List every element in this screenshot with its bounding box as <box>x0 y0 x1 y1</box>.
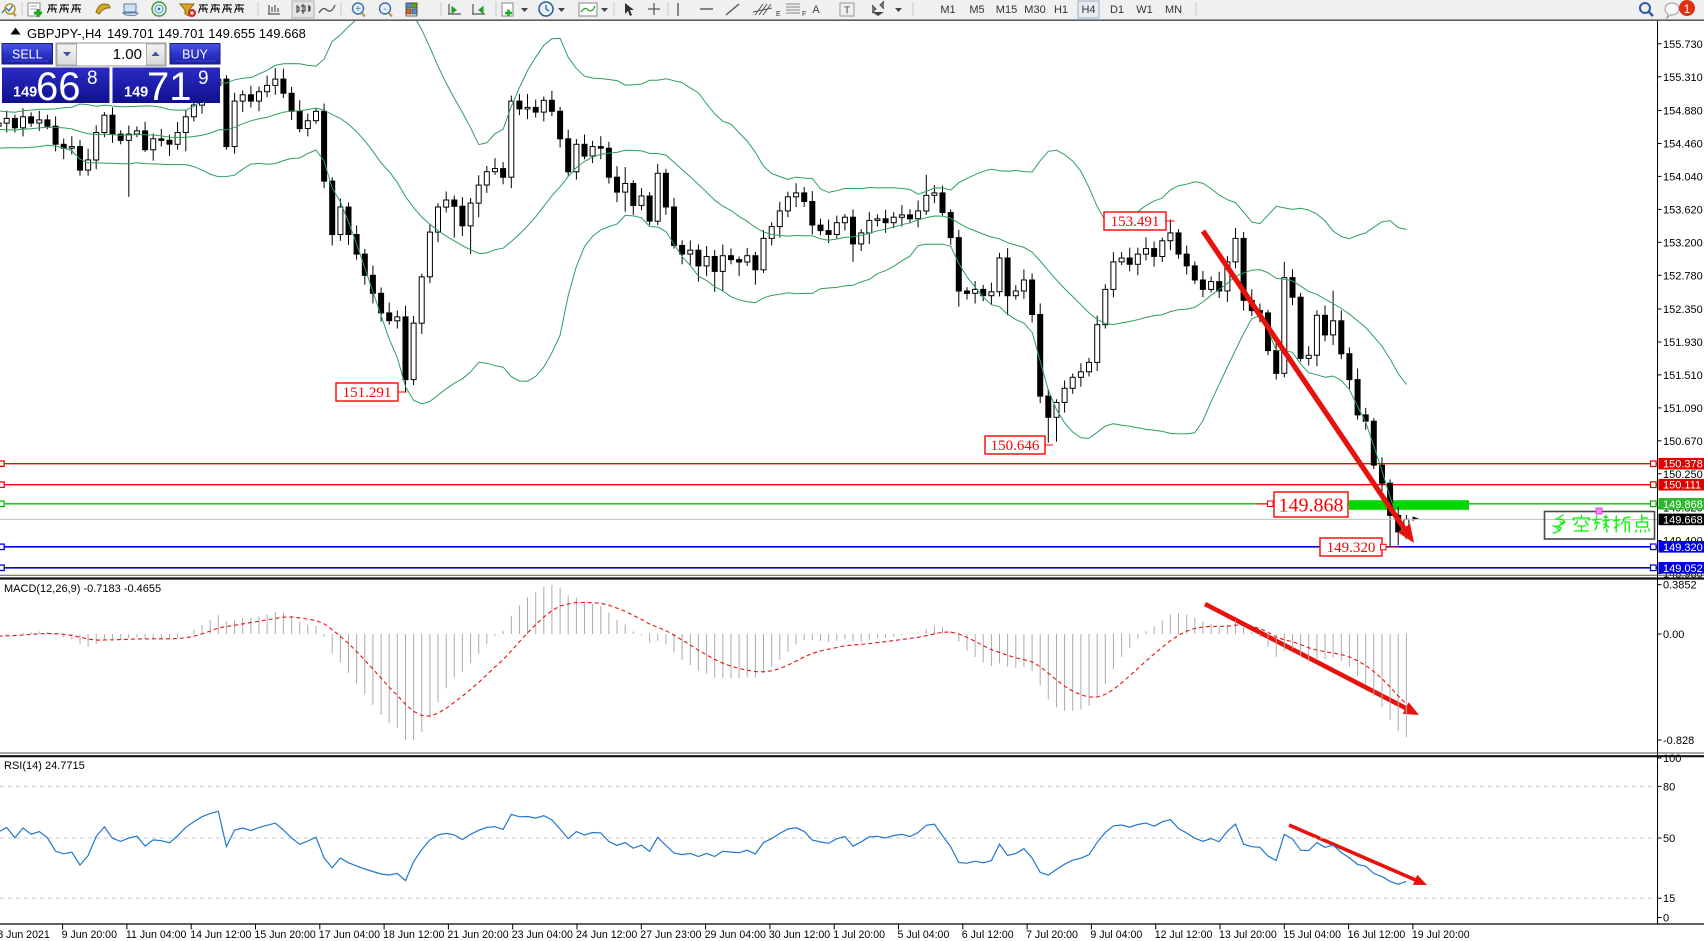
svg-text:8: 8 <box>87 68 98 89</box>
svg-text:155.310: 155.310 <box>1663 72 1703 84</box>
svg-text:+: + <box>355 4 361 15</box>
svg-text:A: A <box>812 4 820 16</box>
svg-text:-0.828: -0.828 <box>1663 735 1694 747</box>
svg-text:0: 0 <box>1663 913 1669 925</box>
svg-text:1: 1 <box>1684 2 1691 16</box>
svg-text:19 Jul 20:00: 19 Jul 20:00 <box>1412 929 1470 941</box>
svg-text:6 Jul 12:00: 6 Jul 12:00 <box>962 929 1014 941</box>
svg-text:155.730: 155.730 <box>1663 39 1703 51</box>
svg-text:153.620: 153.620 <box>1663 204 1703 216</box>
svg-text:66: 66 <box>36 65 81 109</box>
svg-text:12 Jul 12:00: 12 Jul 12:00 <box>1155 929 1213 941</box>
svg-text:150.378: 150.378 <box>1663 459 1703 471</box>
svg-text:9 Jun 20:00: 9 Jun 20:00 <box>62 929 117 941</box>
svg-text:16 Jul 12:00: 16 Jul 12:00 <box>1348 929 1406 941</box>
svg-text:SELL: SELL <box>12 48 43 62</box>
svg-text:151.090: 151.090 <box>1663 403 1703 415</box>
svg-text:151.930: 151.930 <box>1663 337 1703 349</box>
svg-text:153.200: 153.200 <box>1663 237 1703 249</box>
svg-text:MACD(12,26,9) -0.7183 -0.4655: MACD(12,26,9) -0.7183 -0.4655 <box>4 583 161 595</box>
svg-text:149.868: 149.868 <box>1663 499 1703 511</box>
svg-text:29 Jun 04:00: 29 Jun 04:00 <box>705 929 766 941</box>
svg-text:M30: M30 <box>1024 4 1045 16</box>
svg-text:15: 15 <box>1663 893 1675 905</box>
svg-text:80: 80 <box>1663 781 1675 793</box>
svg-text:W1: W1 <box>1136 4 1153 16</box>
svg-text:149.052: 149.052 <box>1663 563 1703 575</box>
svg-text:11 Jun 04:00: 11 Jun 04:00 <box>126 929 187 941</box>
svg-text:154.880: 154.880 <box>1663 106 1703 118</box>
svg-text:1.00: 1.00 <box>113 46 142 63</box>
svg-text:0.3852: 0.3852 <box>1663 580 1697 592</box>
svg-text:21 Jun 20:00: 21 Jun 20:00 <box>447 929 508 941</box>
svg-text:150.250: 150.250 <box>1663 469 1703 481</box>
svg-text:M15: M15 <box>996 4 1017 16</box>
svg-text:M5: M5 <box>969 4 984 16</box>
svg-text:F: F <box>802 11 806 18</box>
svg-text:153.491: 153.491 <box>1111 214 1160 230</box>
svg-text:-: - <box>383 4 386 15</box>
svg-text:RSI(14) 24.7715: RSI(14) 24.7715 <box>4 760 85 772</box>
svg-text:149.320: 149.320 <box>1663 542 1703 554</box>
svg-text:D1: D1 <box>1110 4 1124 16</box>
svg-text:149.701 149.701 149.655 149.66: 149.701 149.701 149.655 149.668 <box>107 26 306 41</box>
svg-text:8 Jun 2021: 8 Jun 2021 <box>0 929 50 941</box>
svg-text:15 Jun 20:00: 15 Jun 20:00 <box>255 929 316 941</box>
svg-text:0.00: 0.00 <box>1663 629 1684 641</box>
svg-text:9 Jul 04:00: 9 Jul 04:00 <box>1090 929 1142 941</box>
svg-text:100: 100 <box>1663 753 1681 765</box>
svg-text:BUY: BUY <box>182 48 208 62</box>
svg-text:M1: M1 <box>940 4 955 16</box>
svg-text:150.670: 150.670 <box>1663 436 1703 448</box>
svg-text:5 Jul 04:00: 5 Jul 04:00 <box>898 929 950 941</box>
svg-text:30 Jun 12:00: 30 Jun 12:00 <box>769 929 830 941</box>
svg-text:18 Jun 12:00: 18 Jun 12:00 <box>383 929 444 941</box>
svg-text:149: 149 <box>124 85 148 101</box>
svg-text:GBPJPY-,H4: GBPJPY-,H4 <box>27 26 102 41</box>
svg-text:T: T <box>844 6 850 17</box>
svg-text:149.868: 149.868 <box>1279 495 1344 517</box>
svg-text:151.291: 151.291 <box>343 385 392 401</box>
svg-text:154.460: 154.460 <box>1663 139 1703 151</box>
svg-text:152.780: 152.780 <box>1663 270 1703 282</box>
svg-text:149.668: 149.668 <box>1663 514 1703 526</box>
svg-text:13 Jul 20:00: 13 Jul 20:00 <box>1219 929 1277 941</box>
svg-text:149.320: 149.320 <box>1327 540 1376 556</box>
svg-text:MN: MN <box>1165 4 1182 16</box>
svg-text:71: 71 <box>147 65 192 109</box>
svg-text:149: 149 <box>13 85 37 101</box>
svg-text:17 Jun 04:00: 17 Jun 04:00 <box>319 929 380 941</box>
svg-text:24 Jun 12:00: 24 Jun 12:00 <box>576 929 637 941</box>
svg-text:150.111: 150.111 <box>1663 480 1701 492</box>
svg-text:H4: H4 <box>1081 4 1095 16</box>
svg-text:H1: H1 <box>1054 4 1068 16</box>
svg-text:1 Jul 20:00: 1 Jul 20:00 <box>833 929 885 941</box>
svg-text:50: 50 <box>1663 833 1675 845</box>
svg-text:154.040: 154.040 <box>1663 171 1703 183</box>
svg-text:152.350: 152.350 <box>1663 304 1703 316</box>
svg-text:27 Jun 23:00: 27 Jun 23:00 <box>640 929 701 941</box>
svg-text:150.646: 150.646 <box>991 438 1040 454</box>
svg-text:15 Jul 04:00: 15 Jul 04:00 <box>1283 929 1341 941</box>
svg-text:9: 9 <box>198 68 209 89</box>
svg-text:151.510: 151.510 <box>1663 370 1703 382</box>
svg-text:14 Jun 12:00: 14 Jun 12:00 <box>190 929 251 941</box>
svg-text:7 Jul 20:00: 7 Jul 20:00 <box>1026 929 1078 941</box>
svg-text:23 Jun 04:00: 23 Jun 04:00 <box>512 929 573 941</box>
svg-text:E: E <box>776 11 781 18</box>
